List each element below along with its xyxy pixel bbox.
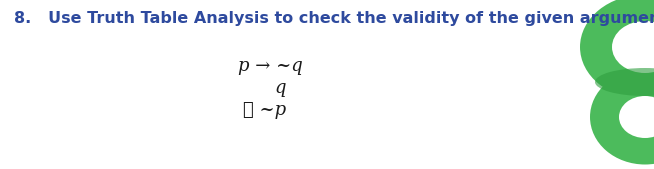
Ellipse shape (612, 21, 654, 73)
Ellipse shape (590, 69, 654, 164)
Text: 8.   Use Truth Table Analysis to check the validity of the given argument:: 8. Use Truth Table Analysis to check the… (14, 11, 654, 26)
Ellipse shape (580, 0, 654, 100)
Text: ∴ ~p: ∴ ~p (243, 101, 286, 119)
Text: q: q (274, 79, 286, 97)
Text: p → ~q: p → ~q (237, 57, 302, 75)
Ellipse shape (619, 96, 654, 138)
Ellipse shape (595, 68, 654, 96)
